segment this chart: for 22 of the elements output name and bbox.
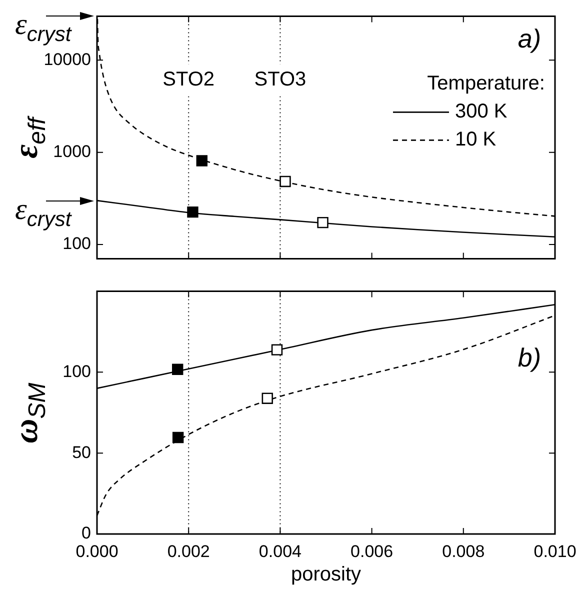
x-tick-label: 0.000 (76, 542, 118, 561)
y-tick-label: 10000 (44, 50, 91, 69)
x-tick-label: 0.010 (534, 542, 576, 561)
y-tick-label: 100 (62, 362, 91, 381)
annotation: a) (518, 24, 541, 54)
x-axis-title: porosity (290, 564, 362, 586)
legend-label: 300 K (455, 100, 508, 123)
y-tick-label: 1000 (53, 142, 91, 162)
x-tick-label: 0.006 (350, 542, 394, 561)
y-tick-label: 0 (82, 524, 91, 543)
x-tick-label: 0.004 (258, 542, 302, 561)
legend-label: 10 K (455, 128, 497, 151)
y-tick-label: 100 (62, 234, 91, 254)
annotation: ε$_{cryst}$ (15, 8, 72, 48)
y-tick-label: 50 (72, 442, 91, 462)
legend-title: Temperature: (427, 72, 545, 95)
x-tick-label: 0.002 (167, 542, 210, 561)
annotation: b) (518, 342, 541, 372)
annotation: ε$_{cryst}$ (15, 192, 72, 233)
ref-line-label: STO2 (162, 68, 215, 91)
ref-line-label: STO3 (254, 68, 306, 91)
x-tick-label: 0.008 (442, 542, 485, 561)
